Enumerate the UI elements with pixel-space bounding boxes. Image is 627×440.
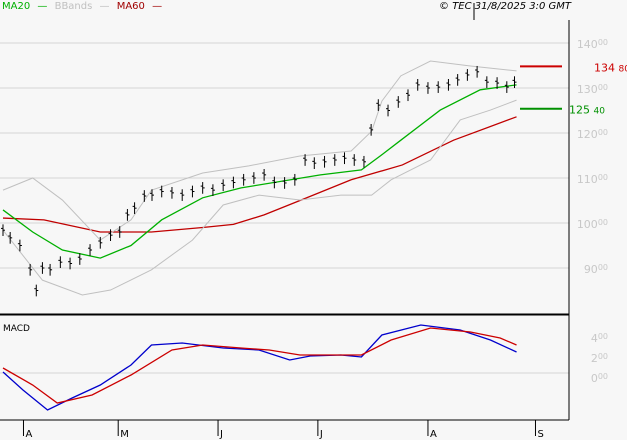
price-tick-label: 10000 [577, 218, 608, 231]
price-tick-decimals: 00 [598, 38, 608, 47]
copyright: © TEC 31/8/2025 3:0 GMT [439, 1, 571, 12]
legend-ma20: MA20 — [2, 1, 48, 12]
macd-label: MACD [3, 324, 30, 334]
series-ma20 [2, 84, 517, 259]
month-label: M [120, 429, 129, 440]
legend: MA20 — BBands — MA60 — [2, 1, 166, 12]
price-tick-decimals: 00 [598, 218, 608, 227]
macd-tick-decimals: 00 [598, 352, 608, 361]
price-tick-label: 12000 [577, 128, 608, 141]
month-label: A [25, 429, 32, 440]
legend-bbands: BBands — [54, 1, 110, 12]
month-label: J [319, 429, 323, 440]
macd-tick-label: 400 [591, 332, 608, 345]
month-label: A [430, 429, 437, 440]
month-label: J [219, 429, 223, 440]
reference-level-label: 125 40 [569, 104, 605, 117]
price-tick-label: 11000 [577, 173, 608, 186]
macd-tick-decimals: 00 [598, 372, 608, 381]
macd-series-macd [2, 324, 517, 411]
series-bbands-lower [2, 99, 517, 296]
macd-tick-decimals: 00 [598, 332, 608, 341]
price-tick-decimals: 00 [598, 128, 608, 137]
series-bbands-upper [2, 60, 517, 241]
price-tick-label: 13000 [577, 83, 608, 96]
price-tick-decimals: 00 [598, 173, 608, 182]
macd-tick-label: 000 [591, 372, 608, 385]
reference-level-label: 134 80 [594, 61, 627, 74]
macd-tick-label: 200 [591, 352, 608, 365]
macd-series-signal [2, 327, 517, 404]
price-tick-decimals: 00 [598, 263, 608, 272]
price-tick-decimals: 00 [598, 83, 608, 92]
legend-ma60: MA60 — [116, 1, 163, 12]
series-ma60 [2, 116, 517, 233]
month-label: S [537, 429, 543, 440]
reference-level-decimals: 80 [619, 64, 627, 74]
reference-level-decimals: 40 [594, 107, 606, 117]
price-tick-label: 9000 [584, 263, 608, 276]
price-tick-label: 14000 [577, 38, 608, 51]
